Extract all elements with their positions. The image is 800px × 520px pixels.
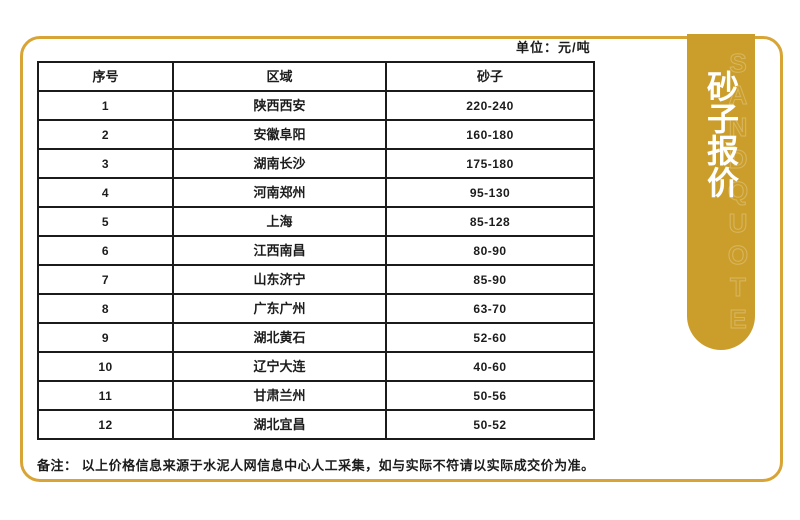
table-cell: 85-90: [385, 264, 595, 295]
price-table: 序号 区域 砂子 1 陕西西安 220-240 2 安徽阜阳 160-180 3 湖南长沙 175-…: [37, 61, 595, 440]
table-cell: 8: [37, 293, 174, 324]
table-cell: 10: [37, 351, 174, 382]
banner-title: 砂子报价: [703, 70, 739, 198]
table-cell: 6: [37, 235, 174, 266]
table-row: 7 山东济宁 85-90: [37, 264, 595, 295]
table-cell: 80-90: [385, 235, 595, 266]
table-row: 9 湖北黄石 52-60: [37, 322, 595, 353]
table-row: 12 湖北宜昌 50-52: [37, 409, 595, 440]
column-header: 序号: [37, 61, 174, 92]
table-cell: 52-60: [385, 322, 595, 353]
banner-watermark: SANDQUOTE: [723, 48, 754, 337]
table-cell: 河南郑州: [172, 177, 387, 208]
table-cell: 1: [37, 90, 174, 121]
table-cell: 2: [37, 119, 174, 150]
table-cell: 安徽阜阳: [172, 119, 387, 150]
side-banner: SANDQUOTE 砂子报价: [687, 34, 755, 350]
table-cell: 11: [37, 380, 174, 411]
footnote: 备注： 以上价格信息来源于水泥人网信息中心人工采集，如与实际不符请以实际成交价为…: [37, 458, 595, 473]
table-row: 8 广东广州 63-70: [37, 293, 595, 324]
table-row: 5 上海 85-128: [37, 206, 595, 237]
table-cell: 甘肃兰州: [172, 380, 387, 411]
table-cell: 3: [37, 148, 174, 179]
unit-label: 单位：元/吨: [516, 40, 591, 55]
table-cell: 9: [37, 322, 174, 353]
table-cell: 85-128: [385, 206, 595, 237]
table-cell: 40-60: [385, 351, 595, 382]
table-cell: 50-52: [385, 409, 595, 440]
table-cell: 50-56: [385, 380, 595, 411]
table-cell: 12: [37, 409, 174, 440]
table-cell: 175-180: [385, 148, 595, 179]
table-cell: 湖北黄石: [172, 322, 387, 353]
table-cell: 山东济宁: [172, 264, 387, 295]
table-header-row: 序号 区域 砂子: [37, 61, 595, 92]
table-row: 1 陕西西安 220-240: [37, 90, 595, 121]
table-cell: 江西南昌: [172, 235, 387, 266]
table-cell: 上海: [172, 206, 387, 237]
table-row: 11 甘肃兰州 50-56: [37, 380, 595, 411]
table-cell: 7: [37, 264, 174, 295]
table-cell: 95-130: [385, 177, 595, 208]
table-cell: 63-70: [385, 293, 595, 324]
table-body: 1 陕西西安 220-240 2 安徽阜阳 160-180 3 湖南长沙 175-180 4 河南郑…: [37, 90, 595, 440]
table-cell: 湖南长沙: [172, 148, 387, 179]
table-row: 2 安徽阜阳 160-180: [37, 119, 595, 150]
column-header: 区域: [172, 61, 387, 92]
table-cell: 广东广州: [172, 293, 387, 324]
table-cell: 湖北宜昌: [172, 409, 387, 440]
table-cell: 220-240: [385, 90, 595, 121]
column-header: 砂子: [385, 61, 595, 92]
table-row: 4 河南郑州 95-130: [37, 177, 595, 208]
table-row: 6 江西南昌 80-90: [37, 235, 595, 266]
table-row: 3 湖南长沙 175-180: [37, 148, 595, 179]
table-cell: 辽宁大连: [172, 351, 387, 382]
table-header: 序号 区域 砂子: [37, 61, 595, 92]
table-cell: 陕西西安: [172, 90, 387, 121]
table-row: 10 辽宁大连 40-60: [37, 351, 595, 382]
table-cell: 160-180: [385, 119, 595, 150]
table-cell: 5: [37, 206, 174, 237]
table-cell: 4: [37, 177, 174, 208]
